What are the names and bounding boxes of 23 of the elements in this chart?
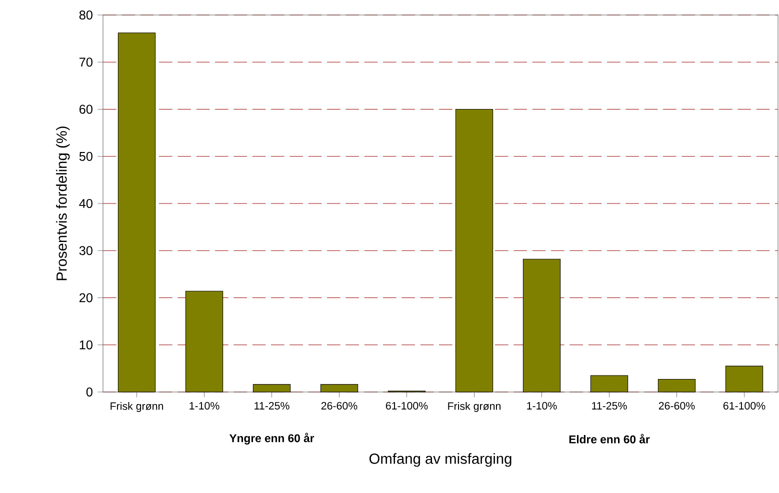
y-tick-label: 0	[86, 388, 92, 396]
y-tick-label: 40	[79, 199, 92, 208]
text: Yngre enn 60 år	[229, 432, 314, 445]
y-tick-label: 70	[80, 58, 92, 67]
text: Eldre enn 60 år	[569, 434, 650, 444]
x-tick-label: 61-100%	[723, 402, 766, 410]
x-tick-label: 11-25%	[254, 402, 290, 410]
y-tick-label: 10	[80, 340, 92, 350]
y-tick-label: 50	[79, 152, 92, 161]
x-tick-label: Frisk grønn	[110, 402, 164, 412]
y-tick-label: 20	[80, 293, 92, 302]
x-tick-label: 1-10%	[527, 402, 557, 410]
x-tick-label: 61-100%	[386, 402, 428, 410]
y-tick-label: 80	[79, 10, 92, 20]
y-tick-label: 30	[79, 246, 92, 256]
x-tick-label: 1-10%	[190, 402, 220, 410]
x-tick-label: 26-60%	[321, 402, 358, 410]
y-tick-label: 60	[80, 104, 92, 114]
x-axis-title: Omfang av misfarging	[369, 453, 512, 467]
x-tick-label: 11-25%	[592, 402, 627, 410]
x-tick-label: 26-60%	[658, 402, 695, 410]
y-axis-title: Prosentvis fordeling (%)	[56, 126, 70, 280]
x-tick-label: Frisk grønn	[448, 402, 501, 412]
